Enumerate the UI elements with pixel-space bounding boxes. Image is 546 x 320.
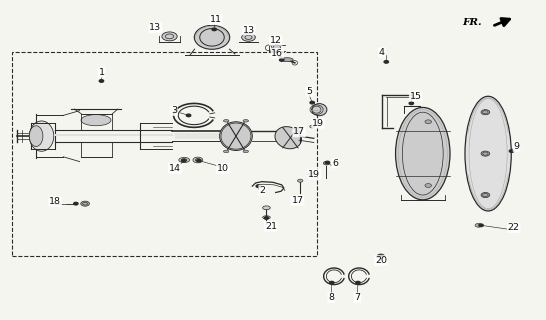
Circle shape [325,161,330,164]
Ellipse shape [481,193,490,197]
Circle shape [212,28,216,31]
Circle shape [256,185,260,188]
Ellipse shape [481,151,490,156]
Text: 10: 10 [217,164,229,173]
Bar [11,52,317,256]
Ellipse shape [323,161,329,165]
Text: 14: 14 [169,164,181,173]
Ellipse shape [29,126,43,147]
Ellipse shape [275,127,301,149]
Text: 6: 6 [332,159,338,168]
Ellipse shape [162,32,177,41]
Ellipse shape [29,121,54,151]
Circle shape [384,60,388,63]
Ellipse shape [179,157,189,163]
Circle shape [409,102,413,105]
Ellipse shape [465,96,511,211]
Text: 17: 17 [293,127,305,136]
Ellipse shape [308,173,313,176]
Ellipse shape [298,179,303,182]
Ellipse shape [377,254,384,259]
Ellipse shape [475,223,482,227]
Circle shape [186,114,191,117]
Text: 8: 8 [328,293,334,302]
Ellipse shape [223,150,229,153]
Text: 12: 12 [270,36,282,45]
Text: 5: 5 [306,87,312,96]
Text: 19: 19 [312,119,324,128]
Text: 4: 4 [379,48,385,57]
Text: 9: 9 [513,142,519,151]
Ellipse shape [310,125,314,128]
Circle shape [310,101,314,104]
Ellipse shape [193,157,203,163]
Ellipse shape [273,45,281,51]
Ellipse shape [425,120,431,124]
Circle shape [264,217,269,219]
Text: 17: 17 [292,196,304,205]
Ellipse shape [81,201,90,206]
Ellipse shape [395,108,450,200]
Text: 21: 21 [265,222,277,231]
Ellipse shape [194,25,230,49]
Ellipse shape [243,120,248,122]
Ellipse shape [481,110,490,115]
Ellipse shape [425,184,431,188]
Circle shape [379,255,383,258]
Text: 2: 2 [259,186,265,195]
Text: 1: 1 [98,68,104,77]
Ellipse shape [81,115,111,126]
Circle shape [197,159,201,162]
Ellipse shape [223,120,229,122]
Ellipse shape [298,128,303,131]
Circle shape [181,159,186,162]
Text: 16: 16 [271,49,283,58]
Text: 11: 11 [210,15,222,24]
Ellipse shape [242,33,256,41]
Text: FR.: FR. [462,19,482,28]
Circle shape [74,202,78,205]
Text: 3: 3 [171,106,177,115]
Ellipse shape [312,104,327,116]
Circle shape [99,80,104,82]
Circle shape [479,224,483,227]
Text: 13: 13 [149,23,162,32]
Ellipse shape [219,122,252,150]
Ellipse shape [243,150,248,153]
Text: 19: 19 [308,170,321,179]
Text: 20: 20 [375,256,387,265]
Text: 7: 7 [354,293,360,302]
Circle shape [356,281,360,284]
Circle shape [330,281,334,284]
Text: 15: 15 [410,92,422,101]
Text: 13: 13 [242,26,254,35]
Ellipse shape [281,58,293,61]
Circle shape [509,150,514,152]
Text: 22: 22 [508,223,520,232]
Ellipse shape [263,206,270,210]
Circle shape [280,59,284,61]
Text: 18: 18 [49,197,61,206]
